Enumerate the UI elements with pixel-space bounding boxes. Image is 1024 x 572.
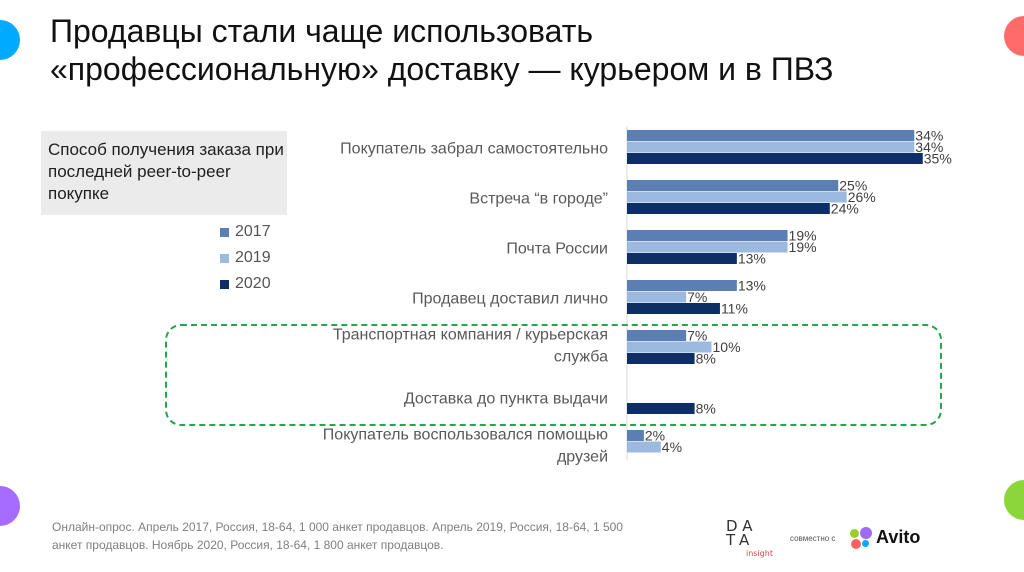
data-label: 13% xyxy=(738,251,766,267)
bar-2020 xyxy=(627,203,830,214)
legend-item-2017: 2017 xyxy=(220,219,271,245)
avito-dot-red xyxy=(851,539,861,549)
data-label: 8% xyxy=(696,351,716,367)
legend-label: 2017 xyxy=(235,223,271,240)
bar-2017 xyxy=(627,130,915,141)
legend-item-2020: 2020 xyxy=(220,271,271,297)
data-label: 2% xyxy=(645,428,665,444)
corner-decoration-red xyxy=(1004,16,1024,56)
bar-2020 xyxy=(627,153,923,164)
data-label: 7% xyxy=(687,328,707,344)
bar-2019 xyxy=(627,141,915,153)
category-label: друзей xyxy=(557,448,608,465)
bar-2020 xyxy=(627,403,695,414)
together-with-label: совместно с xyxy=(790,534,836,543)
category-label: служба xyxy=(554,348,608,365)
bar-2017 xyxy=(627,430,644,441)
data-label: 19% xyxy=(789,239,817,255)
bar-2019 xyxy=(627,441,661,453)
data-label: 4% xyxy=(662,439,682,455)
legend-swatch xyxy=(220,227,229,237)
legend-item-2019: 2019 xyxy=(220,245,271,271)
legend-title-box: Способ получения заказа при последней pe… xyxy=(41,131,287,215)
corner-decoration-purple xyxy=(0,486,20,526)
bar-2017 xyxy=(627,180,839,191)
category-label: Покупатель воспользовался помощью xyxy=(323,426,608,443)
category-label: Транспортная компания / курьерская xyxy=(333,326,608,343)
legend-label: 2020 xyxy=(235,275,271,292)
legend-swatch xyxy=(220,253,229,263)
logo-line-1: DA xyxy=(726,517,758,535)
category-label: Продавец доставил лично xyxy=(412,290,608,307)
avito-dot-purple xyxy=(860,527,872,539)
data-label: 26% xyxy=(848,189,876,205)
avito-dot-blue xyxy=(862,540,869,547)
legend: 2017 2019 2020 xyxy=(220,219,271,297)
data-label: 7% xyxy=(687,289,707,305)
data-label: 24% xyxy=(831,201,859,217)
data-label: 25% xyxy=(839,178,867,194)
source-note: Онлайн-опрос. Апрель 2017, Россия, 18-64… xyxy=(52,520,623,552)
bar-2019 xyxy=(627,291,687,303)
legend-swatch xyxy=(220,279,229,289)
bar-2017 xyxy=(627,230,788,241)
data-label: 35% xyxy=(924,151,952,167)
category-label: Покупатель забрал самостоятельно xyxy=(340,140,608,157)
category-label: Почта России xyxy=(506,240,608,257)
data-label: 13% xyxy=(738,278,766,294)
legend-title: Способ получения заказа при последней pe… xyxy=(48,140,284,203)
title-line-1: Продавцы стали чаще использовать xyxy=(50,13,594,49)
avito-wordmark: Avito xyxy=(876,527,921,547)
bar-2019 xyxy=(627,191,847,203)
category-label: Встреча “в городе” xyxy=(469,190,608,207)
bar-2017 xyxy=(627,280,737,291)
corner-decoration-blue xyxy=(0,20,20,60)
corner-decoration-green xyxy=(1004,480,1024,520)
data-label: 34% xyxy=(915,139,943,155)
bar-2017 xyxy=(627,330,687,341)
bar-2020 xyxy=(627,303,720,314)
legend-label: 2019 xyxy=(235,249,271,266)
data-label: 19% xyxy=(789,228,817,244)
category-label: Доставка до пункта выдачи xyxy=(404,390,608,407)
data-insight-logo: DA TA insight xyxy=(726,517,776,559)
avito-logo: Avito xyxy=(850,527,921,549)
bar-2019 xyxy=(627,341,712,353)
bar-2019 xyxy=(627,241,788,253)
data-label: 8% xyxy=(696,401,716,417)
title-line-2: «профессиональную» доставку — курьером и… xyxy=(50,51,834,87)
bar-2020 xyxy=(627,253,737,264)
slide-title: Продавцы стали чаще использовать «профес… xyxy=(50,12,1010,88)
data-label: 11% xyxy=(721,301,748,317)
data-label: 10% xyxy=(713,339,741,355)
avito-dot-green xyxy=(850,529,859,538)
logo-sub: insight xyxy=(746,549,773,558)
bar-2020 xyxy=(627,353,695,364)
logo-line-2: TA xyxy=(726,531,755,549)
highlight-box xyxy=(165,324,942,426)
data-label: 34% xyxy=(915,128,943,144)
